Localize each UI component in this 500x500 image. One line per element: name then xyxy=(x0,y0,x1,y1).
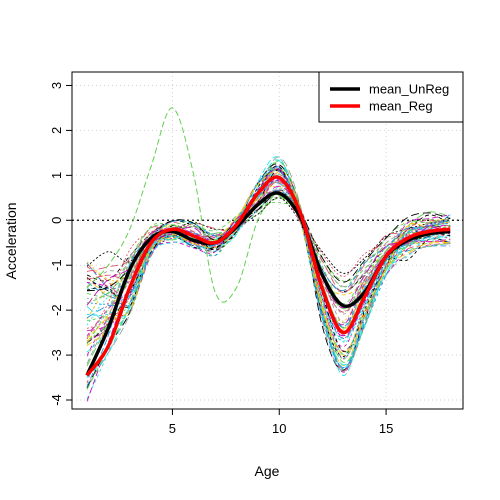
legend-label-mean_UnReg: mean_UnReg xyxy=(369,82,449,97)
x-axis: 5 10 15 xyxy=(169,409,393,436)
background-curve xyxy=(86,159,451,366)
y-axis: -4 -3 -2 -1 0 1 2 3 xyxy=(49,82,72,406)
background-curve xyxy=(86,192,451,367)
y-tick-label: -1 xyxy=(49,259,64,271)
grid xyxy=(72,72,463,409)
mean-series xyxy=(85,175,451,377)
y-tick-label: 3 xyxy=(49,82,64,89)
y-tick-label: -4 xyxy=(49,394,64,406)
plot-frame xyxy=(71,71,464,410)
x-tick-label: 10 xyxy=(272,421,286,436)
x-tick-label: 5 xyxy=(169,421,176,436)
background-curve xyxy=(86,193,451,340)
y-tick-label: 2 xyxy=(49,127,64,134)
legend-box xyxy=(318,71,464,123)
background-curve-outlier xyxy=(86,107,451,329)
y-tick-label: 1 xyxy=(49,172,64,179)
x-axis-title: Age xyxy=(255,463,280,479)
x-tick-label: 15 xyxy=(379,421,393,436)
background-curve xyxy=(86,176,451,338)
background-curve xyxy=(86,171,451,354)
series-line-mean_Reg xyxy=(85,175,451,377)
background-curves xyxy=(86,107,451,402)
y-axis-title: Acceleration xyxy=(3,202,19,279)
background-curve xyxy=(86,185,451,309)
background-curve xyxy=(86,179,451,348)
background-curve xyxy=(86,169,451,368)
legend: mean_UnReg mean_Reg xyxy=(318,71,464,123)
legend-label-mean_Reg: mean_Reg xyxy=(369,99,433,114)
y-tick-label: -2 xyxy=(49,304,64,316)
background-curve xyxy=(86,170,451,372)
background-curve xyxy=(86,174,451,360)
y-tick-label: -3 xyxy=(49,349,64,361)
background-curve xyxy=(86,167,451,356)
background-curve xyxy=(86,181,451,331)
background-curve xyxy=(86,176,451,402)
y-tick-label: 0 xyxy=(49,217,64,224)
